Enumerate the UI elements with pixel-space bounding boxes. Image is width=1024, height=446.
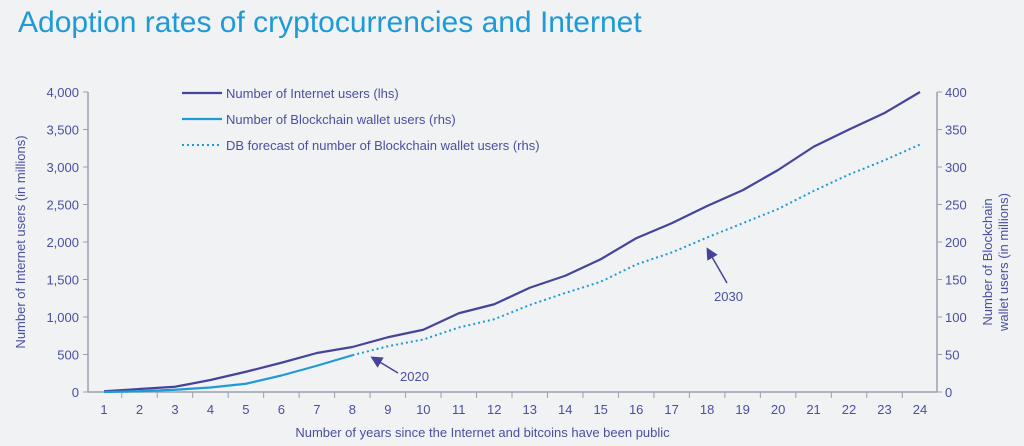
x-tick-label: 14 xyxy=(558,402,572,417)
y-right-tick-label: 300 xyxy=(945,160,967,175)
annotation-arrow-2020 xyxy=(370,356,399,374)
x-tick-label: 11 xyxy=(452,402,466,417)
y-left-tick-label: 3,500 xyxy=(46,123,79,138)
legend-label: DB forecast of number of Blockchain wall… xyxy=(226,138,540,153)
y-left-tick-label: 3,000 xyxy=(46,160,79,175)
x-axis-label: Number of years since the Internet and b… xyxy=(295,425,670,440)
y-left-tick-label: 2,500 xyxy=(46,198,79,213)
x-tick-label: 13 xyxy=(523,402,537,417)
series-line-0 xyxy=(103,91,921,393)
x-tick-label: 1 xyxy=(100,402,107,417)
y-axis-right-label: Number of Blockchainwallet users (in mil… xyxy=(980,193,1011,332)
x-tick-label: 4 xyxy=(207,402,214,417)
x-tick-label: 5 xyxy=(242,402,249,417)
y-left-tick-label: 2,000 xyxy=(46,235,79,250)
y-right-tick-label: 0 xyxy=(945,385,952,400)
x-tick-label: 9 xyxy=(384,402,391,417)
y-right-tick-label: 250 xyxy=(945,198,967,213)
y-left-tick-label: 500 xyxy=(57,348,79,363)
legend-label: Number of Blockchain wallet users (rhs) xyxy=(226,112,456,127)
x-tick-label: 16 xyxy=(629,402,643,417)
x-tick-label: 17 xyxy=(664,402,678,417)
annotation-2020: 2020 xyxy=(400,369,429,384)
y-right-tick-label: 400 xyxy=(945,85,967,100)
annotation-2030: 2030 xyxy=(714,289,743,304)
y-right-tick-label: 350 xyxy=(945,123,967,138)
legend-label: Number of Internet users (lhs) xyxy=(226,86,399,101)
x-tick-label: 20 xyxy=(771,402,785,417)
x-tick-label: 2 xyxy=(136,402,143,417)
x-tick-label: 3 xyxy=(171,402,178,417)
y-left-tick-label: 1,000 xyxy=(46,310,79,325)
annotation-arrow-2030 xyxy=(706,247,728,284)
x-tick-label: 7 xyxy=(313,402,320,417)
x-tick-label: 19 xyxy=(735,402,749,417)
x-tick-label: 24 xyxy=(913,402,927,417)
y-left-tick-label: 1,500 xyxy=(46,273,79,288)
y-right-tick-label: 200 xyxy=(945,235,967,250)
x-tick-label: 12 xyxy=(487,402,501,417)
x-tick-label: 6 xyxy=(278,402,285,417)
chart-title: Adoption rates of cryptocurrencies and I… xyxy=(18,6,642,39)
x-tick-label: 10 xyxy=(416,402,430,417)
y-left-tick-label: 4,000 xyxy=(46,85,79,100)
y-left-tick-label: 0 xyxy=(72,385,79,400)
x-tick-label: 15 xyxy=(593,402,607,417)
y-axis-left-label: Number of Internet users (in millions) xyxy=(13,135,28,348)
y-right-tick-label: 100 xyxy=(945,310,967,325)
x-tick-label: 22 xyxy=(842,402,856,417)
series-line-1 xyxy=(103,354,353,394)
x-tick-label: 21 xyxy=(806,402,820,417)
y-right-tick-label: 50 xyxy=(945,348,959,363)
x-tick-label: 18 xyxy=(700,402,714,417)
x-tick-label: 8 xyxy=(349,402,356,417)
y-right-tick-label: 150 xyxy=(945,273,967,288)
x-tick-label: 23 xyxy=(877,402,891,417)
